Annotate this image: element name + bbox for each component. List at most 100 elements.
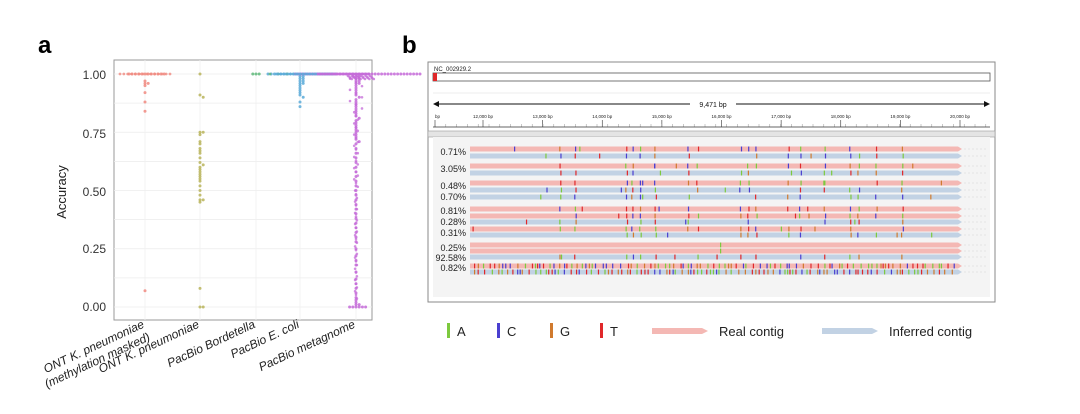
mismatch-a xyxy=(867,263,870,269)
data-point xyxy=(389,72,393,76)
mismatch-t xyxy=(680,263,682,269)
data-point xyxy=(354,86,358,90)
mismatch-g xyxy=(696,263,698,269)
mismatch-t xyxy=(756,232,758,238)
mismatch-g xyxy=(654,263,656,269)
view-region-marker[interactable] xyxy=(433,73,437,81)
data-point xyxy=(198,286,202,290)
mismatch-g xyxy=(940,180,942,186)
mismatch-a xyxy=(707,263,709,269)
mismatch-c xyxy=(639,194,642,200)
data-point xyxy=(352,144,356,148)
chromosome-ideogram[interactable] xyxy=(432,72,991,82)
data-point xyxy=(130,72,133,76)
data-point xyxy=(405,72,409,76)
mismatch-a xyxy=(701,269,703,275)
data-point xyxy=(298,88,302,92)
mismatch-g xyxy=(727,263,730,269)
data-point xyxy=(355,252,359,256)
track-percent-label: 0.48% xyxy=(440,181,466,191)
mismatch-c xyxy=(824,219,826,225)
mismatch-a xyxy=(535,269,537,275)
mismatch-c xyxy=(632,254,635,260)
real-contig-bar[interactable] xyxy=(470,146,962,152)
mismatch-a xyxy=(625,226,627,232)
mismatch-a xyxy=(780,263,782,269)
real-contig-bar[interactable] xyxy=(470,206,962,212)
track-percent-label: 0.70% xyxy=(440,192,466,202)
data-point xyxy=(354,81,358,84)
mismatch-g xyxy=(901,232,903,238)
real-contig-bar[interactable] xyxy=(470,213,962,219)
mismatch-a xyxy=(724,263,726,269)
mismatch-t xyxy=(706,269,708,275)
real-contig-bar[interactable] xyxy=(470,180,962,186)
mismatch-a xyxy=(724,187,726,193)
data-point xyxy=(357,305,361,309)
mismatch-c xyxy=(875,213,877,219)
mismatch-c xyxy=(654,180,656,186)
mismatch-t xyxy=(876,153,878,159)
data-point xyxy=(356,151,360,155)
mismatch-c xyxy=(857,232,859,238)
inferred-contig-bar[interactable] xyxy=(470,194,962,200)
data-point xyxy=(360,84,364,88)
data-point xyxy=(356,163,360,166)
inferred-contig-bar[interactable] xyxy=(470,254,962,260)
mismatch-a xyxy=(501,269,503,275)
mismatch-t xyxy=(787,206,789,212)
mismatch-t xyxy=(748,206,750,212)
data-point xyxy=(298,74,302,78)
mismatch-a xyxy=(720,242,722,248)
real-contig-bar[interactable] xyxy=(470,263,962,269)
data-point xyxy=(311,72,314,76)
data-point xyxy=(354,170,358,174)
track-percent-label: 0.82% xyxy=(440,263,466,273)
mismatch-c xyxy=(788,263,790,269)
real-contig-bar[interactable] xyxy=(470,163,962,169)
mismatch-a xyxy=(591,263,593,269)
mismatch-c xyxy=(654,269,656,275)
track-labels: 0.71% 3.05% 0.48% 0.70% 0.81% 0.28% 0.31… xyxy=(435,147,466,273)
data-point xyxy=(354,260,358,263)
mismatch-t xyxy=(713,263,715,269)
mismatch-a xyxy=(540,194,542,200)
mismatch-g xyxy=(747,232,749,238)
inferred-contig-bar[interactable] xyxy=(470,170,962,176)
real-contig-bar[interactable] xyxy=(470,242,962,248)
inferred-contig-bar[interactable] xyxy=(470,219,962,225)
mismatch-a xyxy=(688,194,690,200)
mismatch-a xyxy=(640,254,642,260)
mismatch-c xyxy=(799,206,801,212)
data-point xyxy=(301,77,305,81)
data-point xyxy=(281,72,285,76)
mismatch-g xyxy=(850,226,852,232)
data-point xyxy=(198,140,202,144)
mismatch-c xyxy=(672,269,674,275)
mismatch-c xyxy=(626,180,628,186)
mismatch-a xyxy=(800,146,802,152)
data-point xyxy=(360,96,364,99)
ruler-tick-label: 17,000 bp xyxy=(771,114,792,119)
mismatch-c xyxy=(578,269,580,275)
data-point xyxy=(286,72,290,76)
data-point xyxy=(354,293,358,297)
inferred-contig-bar[interactable] xyxy=(470,232,962,238)
inferred-contig-bar[interactable] xyxy=(470,187,962,193)
mismatch-c xyxy=(519,269,521,275)
mismatch-g xyxy=(817,269,819,275)
inferred-contig-bar[interactable] xyxy=(470,153,962,159)
real-contig-bar[interactable] xyxy=(470,248,962,254)
y-tick-label: 1.00 xyxy=(83,68,107,82)
mismatch-t xyxy=(477,269,479,275)
data-point xyxy=(289,72,293,76)
panel-divider[interactable] xyxy=(427,130,996,138)
data-point xyxy=(298,72,302,76)
legend-label-t: T xyxy=(610,324,618,339)
data-point xyxy=(356,140,360,144)
mismatch-g xyxy=(687,226,689,232)
real-contig-bar[interactable] xyxy=(470,226,962,232)
data-point xyxy=(201,95,205,99)
mismatch-g xyxy=(826,269,828,275)
y-axis-label: Accuracy xyxy=(54,165,69,219)
